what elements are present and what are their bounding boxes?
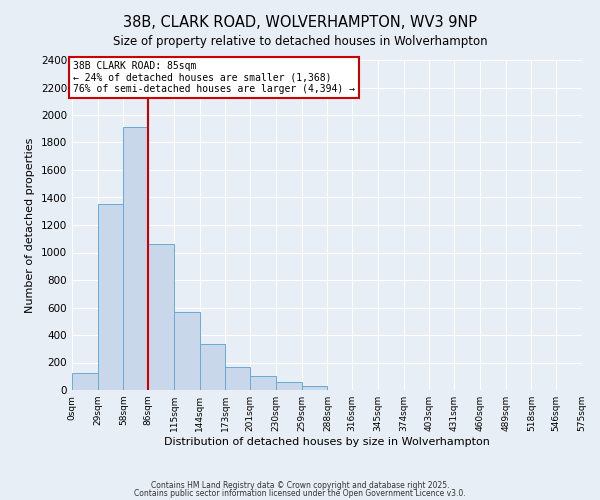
Text: 38B CLARK ROAD: 85sqm
← 24% of detached houses are smaller (1,368)
76% of semi-d: 38B CLARK ROAD: 85sqm ← 24% of detached … xyxy=(73,60,355,94)
Text: Size of property relative to detached houses in Wolverhampton: Size of property relative to detached ho… xyxy=(113,35,487,48)
Bar xyxy=(98,204,124,390)
Text: Contains HM Land Registry data © Crown copyright and database right 2025.: Contains HM Land Registry data © Crown c… xyxy=(151,480,449,490)
Bar xyxy=(124,128,148,390)
Bar xyxy=(174,312,200,390)
Text: 38B, CLARK ROAD, WOLVERHAMPTON, WV3 9NP: 38B, CLARK ROAD, WOLVERHAMPTON, WV3 9NP xyxy=(123,15,477,30)
Bar xyxy=(276,382,302,390)
Bar xyxy=(72,373,98,390)
Bar xyxy=(148,244,174,390)
X-axis label: Distribution of detached houses by size in Wolverhampton: Distribution of detached houses by size … xyxy=(164,437,490,447)
Bar xyxy=(226,368,250,390)
Text: Contains public sector information licensed under the Open Government Licence v3: Contains public sector information licen… xyxy=(134,489,466,498)
Bar xyxy=(200,344,226,390)
Y-axis label: Number of detached properties: Number of detached properties xyxy=(25,138,35,312)
Bar xyxy=(250,376,276,390)
Bar xyxy=(302,386,328,390)
